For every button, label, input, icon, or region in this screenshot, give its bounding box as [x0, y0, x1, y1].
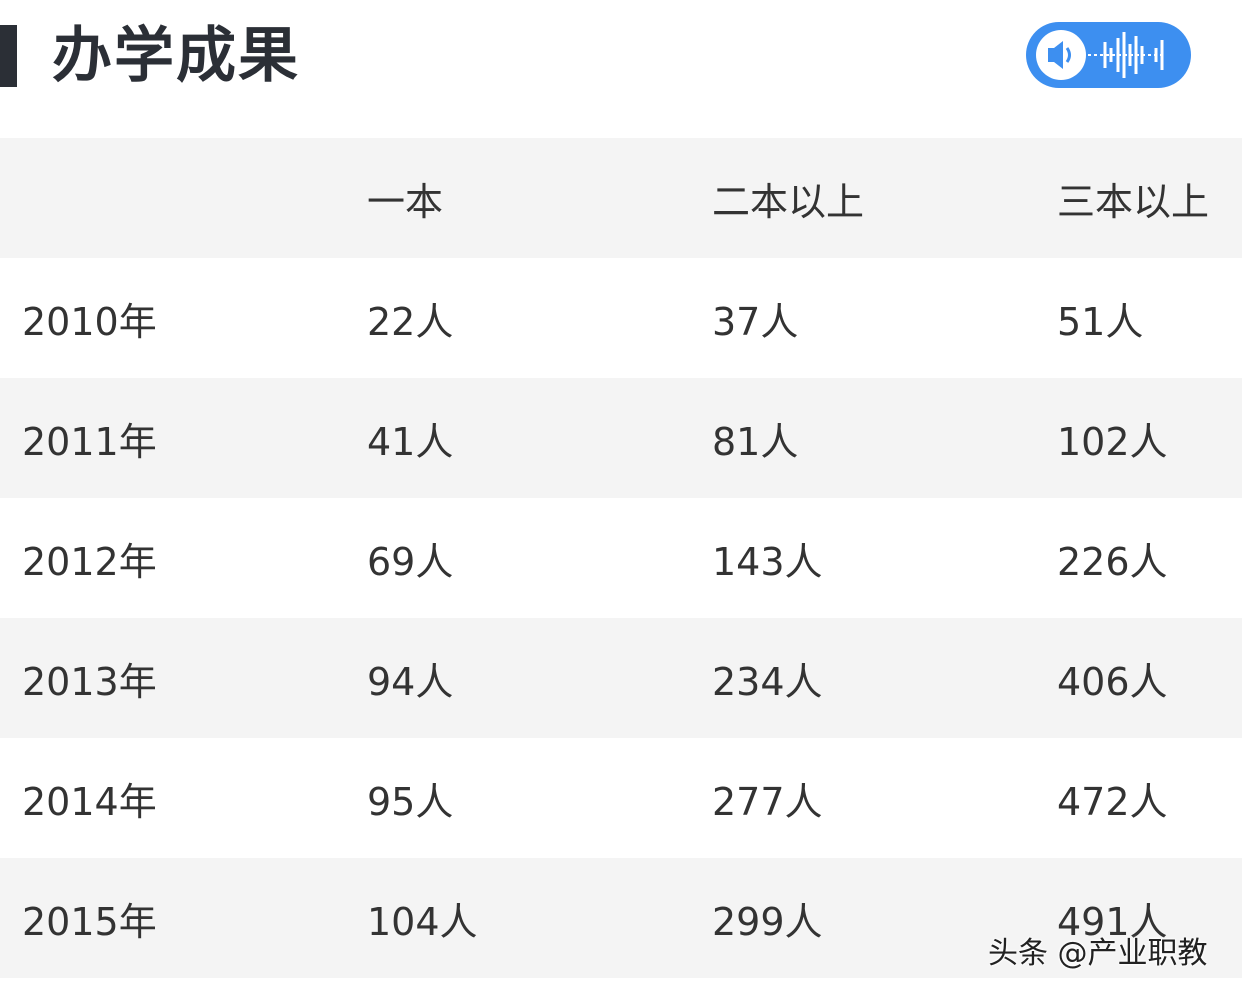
table-header-row: 一本 二本以上 三本以上: [0, 138, 1242, 258]
table-row: 2010年 22人 37人 51人: [0, 258, 1242, 378]
cell: 104人: [367, 899, 478, 944]
year-cell: 2010年: [22, 299, 157, 344]
year-cell: 2012年: [22, 539, 157, 584]
cell: 69人: [367, 539, 454, 584]
cell: 37人: [712, 299, 799, 344]
cell: 299人: [712, 899, 823, 944]
watermark: 头条 @产业职教: [988, 936, 1208, 971]
results-table: 一本 二本以上 三本以上 2010年 22人 37人 51人 2011年 41人…: [0, 138, 1242, 978]
cell: 491人: [1057, 899, 1168, 944]
table-row: 2014年 95人 277人 472人: [0, 738, 1242, 858]
year-cell: 2011年: [22, 419, 157, 464]
title-accent-bar: [0, 25, 17, 87]
cell: 94人: [367, 659, 454, 704]
cell: 472人: [1057, 779, 1168, 824]
table-row: 2013年 94人 234人 406人: [0, 618, 1242, 738]
cell: 234人: [712, 659, 823, 704]
cell: 406人: [1057, 659, 1168, 704]
header-cell: [0, 138, 367, 258]
year-cell: 2015年: [22, 899, 157, 944]
cell: 81人: [712, 419, 799, 464]
cell: 95人: [367, 779, 454, 824]
speaker-waveform-icon: [1036, 30, 1166, 80]
table-row: 2011年 41人 81人 102人: [0, 378, 1242, 498]
cell: 41人: [367, 419, 454, 464]
header-cell: 三本以上: [1057, 179, 1210, 224]
cell: 22人: [367, 299, 454, 344]
header-cell: 二本以上: [712, 179, 865, 224]
cell: 277人: [712, 779, 823, 824]
table-row: 2015年 104人 299人 491人: [0, 858, 1242, 978]
year-cell: 2014年: [22, 779, 157, 824]
header-cell: 一本: [367, 179, 444, 224]
cell: 143人: [712, 539, 823, 584]
cell: 226人: [1057, 539, 1168, 584]
cell: 51人: [1057, 299, 1144, 344]
year-cell: 2013年: [22, 659, 157, 704]
cell: 102人: [1057, 419, 1168, 464]
audio-play-button[interactable]: [1026, 22, 1191, 88]
table-row: 2012年 69人 143人 226人: [0, 498, 1242, 618]
page-title: 办学成果: [52, 21, 300, 91]
